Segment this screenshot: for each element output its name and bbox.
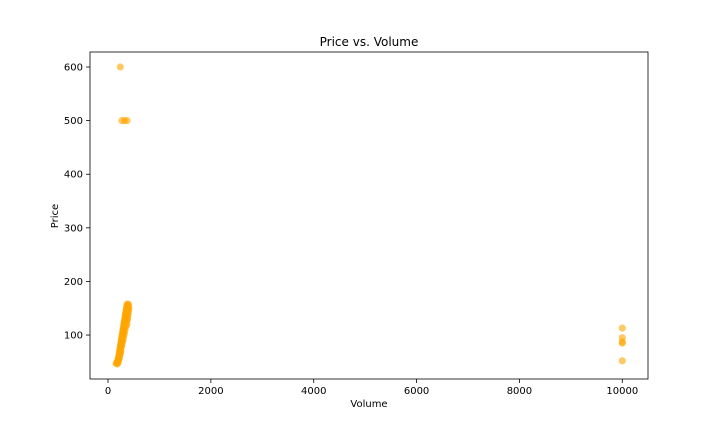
y-tick-label: 400 bbox=[64, 170, 83, 181]
x-axis-label: Volume bbox=[350, 399, 387, 410]
y-tick-label: 600 bbox=[64, 63, 83, 74]
y-tick-label: 200 bbox=[64, 277, 83, 288]
scatter-point bbox=[114, 358, 122, 366]
points-layer bbox=[112, 63, 626, 368]
scatter-point bbox=[125, 305, 133, 313]
scatter-point bbox=[122, 321, 130, 329]
x-tick-label: 10000 bbox=[606, 386, 638, 397]
y-tick-label: 100 bbox=[64, 331, 83, 342]
y-axis-label: Price bbox=[50, 204, 61, 228]
x-tick-label: 6000 bbox=[404, 386, 429, 397]
scatter-point bbox=[123, 316, 131, 324]
x-tick-label: 8000 bbox=[507, 386, 532, 397]
y-tick-label: 300 bbox=[64, 223, 83, 234]
chart-title: Price vs. Volume bbox=[320, 35, 419, 49]
plot-area-frame bbox=[89, 51, 649, 380]
scatter-point bbox=[618, 357, 626, 365]
scatter-point bbox=[119, 336, 127, 344]
x-tick-label: 4000 bbox=[301, 386, 326, 397]
x-axis-ticks: 0 2000 4000 6000 8000 10000 bbox=[105, 379, 638, 397]
y-tick-label: 500 bbox=[64, 116, 83, 127]
x-tick-label: 0 bbox=[105, 386, 111, 397]
scatter-point bbox=[116, 349, 124, 357]
scatter-point bbox=[618, 339, 626, 347]
x-tick-label: 2000 bbox=[198, 386, 223, 397]
scatter-point bbox=[618, 324, 626, 332]
scatter-point bbox=[124, 311, 132, 319]
scatter-point bbox=[123, 117, 131, 125]
scatter-point bbox=[116, 63, 124, 71]
y-axis-ticks: 100 200 300 400 500 600 bbox=[64, 63, 90, 342]
